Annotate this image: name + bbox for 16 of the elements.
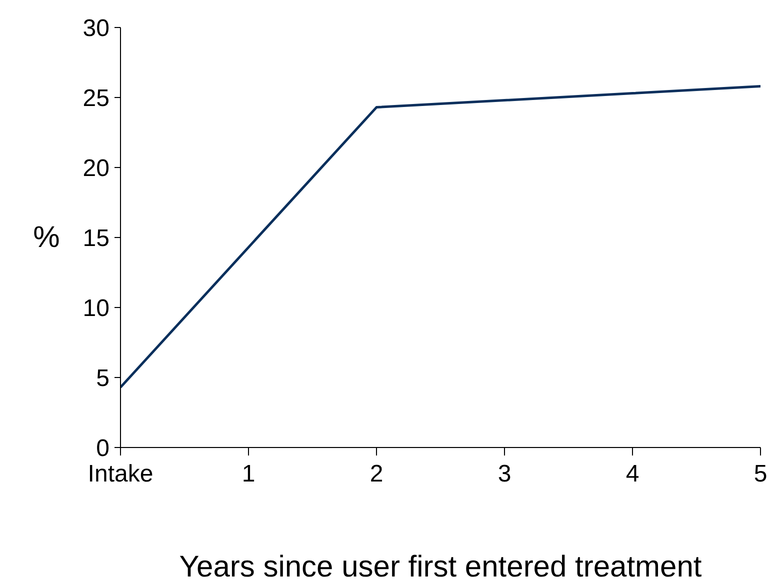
x-tick-label: 2 (370, 460, 384, 488)
y-axis-title: % (33, 221, 60, 254)
y-tick-label: 5 (96, 365, 110, 392)
y-tick-label: 10 (82, 295, 110, 322)
y-tick-label: 0 (96, 435, 110, 462)
y-tick-label: 20 (82, 155, 110, 182)
x-tick-label: Intake (88, 460, 154, 488)
y-tick-label: 15 (82, 225, 110, 252)
x-tick-label: 4 (626, 460, 640, 488)
y-tick-label: 30 (82, 15, 110, 42)
line-series (120, 85, 760, 389)
x-tick-label: 1 (242, 460, 256, 488)
x-tick-label: 5 (754, 460, 768, 488)
y-tick-label: 25 (82, 85, 110, 112)
x-axis-title: Years since user first entered treatment (179, 550, 702, 584)
x-tick-label: 3 (498, 460, 512, 488)
